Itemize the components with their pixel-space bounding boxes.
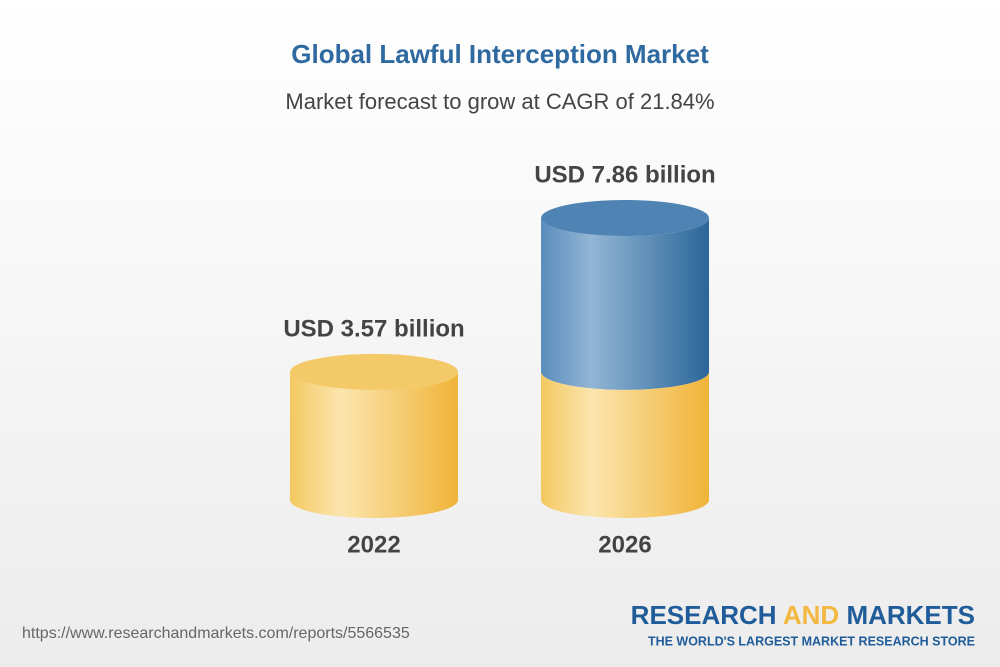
source-url: https://www.researchandmarkets.com/repor… <box>22 625 410 642</box>
brand-word: RESEARCH <box>631 600 777 630</box>
brand-word: AND <box>783 600 839 630</box>
cylinder-top <box>290 353 458 390</box>
category-label: 2026 <box>598 531 651 558</box>
cylinder-body <box>541 371 709 518</box>
brand-word: MARKETS <box>846 600 975 630</box>
brand: RESEARCH AND MARKETS <box>631 600 975 630</box>
chart-title: Global Lawful Interception Market <box>291 39 709 69</box>
chart-subtitle: Market forecast to grow at CAGR of 21.84… <box>285 89 714 114</box>
plot: USD 3.57 billion 2022 USD 7.86 billion 2026 <box>283 161 715 558</box>
value-label: USD 7.86 billion <box>534 161 715 188</box>
cylinder-top <box>541 200 709 236</box>
category-label: 2022 <box>347 531 400 558</box>
cylinder-body <box>541 218 709 390</box>
value-label: USD 3.57 billion <box>283 315 464 342</box>
tagline: THE WORLD'S LARGEST MARKET RESEARCH STOR… <box>648 634 975 648</box>
cylinder-body <box>290 371 458 518</box>
